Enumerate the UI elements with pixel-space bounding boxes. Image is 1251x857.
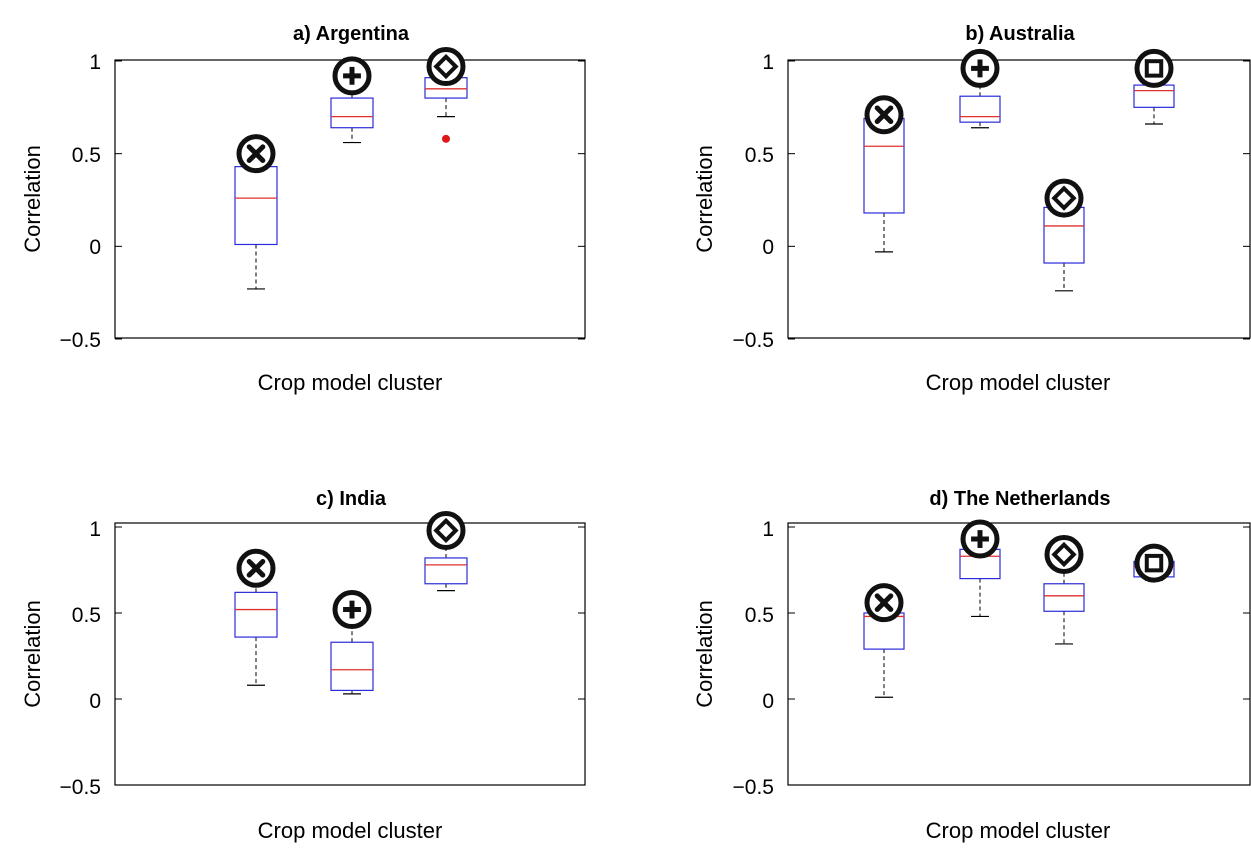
box-2-iqr <box>959 95 1001 123</box>
square-marker-icon-ring <box>1134 48 1174 88</box>
diamond-marker-icon-ring <box>1044 535 1084 575</box>
diamond-marker-icon-shape <box>1051 185 1077 211</box>
panel-c-title: c) India <box>316 488 387 510</box>
square-marker-icon <box>1134 48 1174 88</box>
panel-c-ytick-0: 0 <box>89 690 101 713</box>
panel-c-boxes <box>234 510 468 695</box>
panel-c-ytick-1: 1 <box>89 518 101 541</box>
panel-b-ytick-neg-0-5: −0.5 <box>733 329 774 352</box>
box-4-iqr <box>1133 84 1175 108</box>
cross-marker-icon-stroke-2 <box>874 105 894 125</box>
panel-d-axes <box>787 522 1251 786</box>
panel-d-ytick-0-5: 0.5 <box>745 604 774 627</box>
box-2-iqr <box>330 97 374 129</box>
panel-d-ticks <box>788 526 1250 786</box>
panel-b-ytick-1: 1 <box>762 51 774 74</box>
panel-d: d) The Netherlands 1 0.5 0 −0.5 Correlat… <box>692 488 1251 843</box>
panel-d-title: d) The Netherlands <box>929 488 1110 510</box>
square-marker-icon <box>1134 543 1174 583</box>
panel-d-ytick-0: 0 <box>762 690 774 713</box>
diamond-marker-icon-ring <box>1044 178 1084 218</box>
panel-b-ylabel: Correlation <box>692 145 717 253</box>
diamond-marker-icon-ring <box>426 47 466 87</box>
panel-b-ytick-0-5: 0.5 <box>745 144 774 167</box>
diamond-marker-icon <box>1044 178 1084 218</box>
square-marker-icon-shape <box>1144 553 1164 573</box>
panel-c-ticks <box>115 526 585 786</box>
panel-a-ylabel: Correlation <box>20 145 45 253</box>
panel-b-boxes <box>863 48 1175 292</box>
plus-marker-icon <box>332 56 372 96</box>
cross-marker-icon-stroke-2 <box>874 593 894 612</box>
panel-a-ytick-0-5: 0.5 <box>72 144 101 167</box>
panel-b-title: b) Australia <box>965 23 1075 45</box>
panel-a-title: a) Argentina <box>293 23 410 45</box>
panel-a-xlabel: Crop model cluster <box>258 370 443 395</box>
box-1-iqr <box>234 166 278 246</box>
diamond-marker-icon-ring <box>426 510 466 550</box>
panel-c-xlabel: Crop model cluster <box>258 818 443 843</box>
box-3-iqr <box>1043 583 1085 612</box>
panel-c-ytick-0-5: 0.5 <box>72 604 101 627</box>
cross-marker-icon <box>236 134 276 174</box>
cross-marker-icon <box>864 583 904 623</box>
panel-c-axes <box>114 522 586 786</box>
box-3-outlier-1 <box>442 134 450 143</box>
panel-c: c) India 1 0.5 0 −0.5 Correlation Crop m… <box>20 488 586 843</box>
panel-d-ytick-1: 1 <box>762 518 774 541</box>
square-marker-icon-ring <box>1134 543 1174 583</box>
box-3-iqr <box>424 557 468 585</box>
panel-b-ytick-0: 0 <box>762 236 774 259</box>
panel-c-ylabel: Correlation <box>20 600 45 708</box>
diamond-marker-icon <box>426 47 466 87</box>
panel-b-xlabel: Crop model cluster <box>926 370 1111 395</box>
panel-c-ytick-neg-0-5: −0.5 <box>60 776 101 799</box>
diamond-marker-icon <box>1044 535 1084 575</box>
panel-b: b) Australia 1 0.5 0 −0.5 Correlation Cr… <box>692 23 1251 395</box>
plus-marker-icon <box>332 590 372 630</box>
diamond-marker-icon-shape <box>1051 541 1077 568</box>
diamond-marker-icon-shape <box>433 53 459 80</box>
panel-d-ylabel: Correlation <box>692 600 717 708</box>
panel-a-ytick-neg-0-5: −0.5 <box>60 329 101 352</box>
panel-a-boxes <box>234 47 468 290</box>
panel-a-ytick-1: 1 <box>89 51 101 74</box>
panel-d-ytick-neg-0-5: −0.5 <box>733 776 774 799</box>
panel-a: a) Argentina 1 0.5 0 −0.5 Correlation Cr… <box>20 23 586 395</box>
panel-a-ytick-0: 0 <box>89 236 101 259</box>
panel-d-xlabel: Crop model cluster <box>926 818 1111 843</box>
cross-marker-icon-stroke-2 <box>246 558 266 578</box>
square-marker-icon-shape <box>1144 59 1164 78</box>
diamond-marker-icon <box>426 510 466 550</box>
panel-a-ticks <box>115 60 585 340</box>
plus-marker-icon <box>960 519 1000 559</box>
cross-marker-icon-stroke-2 <box>246 144 266 163</box>
cross-marker-icon <box>236 548 276 588</box>
plus-marker-icon <box>960 48 1000 88</box>
panel-d-boxes <box>863 519 1175 698</box>
panel-a-axes <box>114 59 586 339</box>
diamond-marker-icon-shape <box>433 517 459 544</box>
box-2-iqr <box>330 641 374 691</box>
cross-marker-icon <box>864 95 904 135</box>
box-1-iqr <box>234 591 278 638</box>
panel-b-axes <box>787 59 1251 339</box>
panel-b-ticks <box>788 60 1250 340</box>
